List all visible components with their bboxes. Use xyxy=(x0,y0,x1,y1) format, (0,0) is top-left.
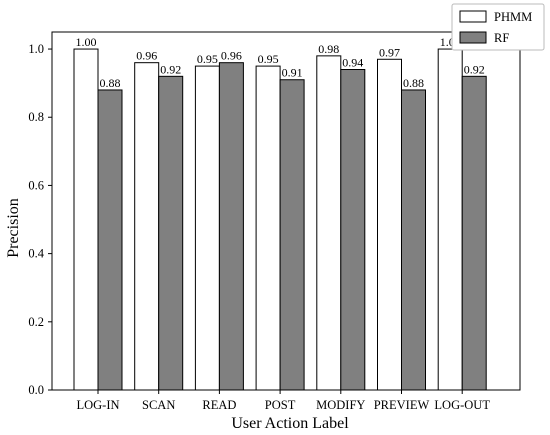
data-label-rf-log-out: 0.92 xyxy=(464,62,485,76)
bar-rf-read xyxy=(218,62,244,391)
bars-layer xyxy=(73,48,487,391)
data-label-rf-log-in: 0.88 xyxy=(100,76,121,90)
y-axis: 0.0 0.2 0.4 0.6 0.8 1.0 xyxy=(28,42,52,397)
bar-rf-scan xyxy=(158,75,184,391)
plot-frame xyxy=(51,31,521,391)
bar-phmm-log-in xyxy=(73,48,99,391)
bar-rf-preview xyxy=(401,89,426,391)
legend-label-rf: RF xyxy=(494,31,509,45)
bar-rf-modify xyxy=(340,69,366,391)
legend-label-phmm: PHMM xyxy=(494,10,532,24)
x-tick-label: LOG-IN xyxy=(76,398,119,412)
x-tick-label: READ xyxy=(202,398,236,412)
bar-phmm-modify xyxy=(316,55,342,391)
x-tick-label: MODIFY xyxy=(316,398,365,412)
y-tick-label: 0.4 xyxy=(28,247,44,261)
bar-phmm-preview xyxy=(377,58,402,391)
x-tick-label: POST xyxy=(265,398,296,412)
data-label-phmm-read: 0.95 xyxy=(197,52,218,66)
legend: PHMM RF xyxy=(451,3,545,51)
data-label-phmm-preview: 0.97 xyxy=(379,45,400,59)
data-label-rf-scan: 0.92 xyxy=(160,62,181,76)
y-tick-label: 0.2 xyxy=(28,315,44,329)
data-label-rf-preview: 0.88 xyxy=(403,76,424,90)
data-label-phmm-log-in: 1.00 xyxy=(76,35,97,49)
bar-phmm-log-out xyxy=(437,48,463,391)
x-tick-label: LOG-OUT xyxy=(434,398,490,412)
bar-rf-log-in xyxy=(97,89,123,391)
y-tick-label: 0.8 xyxy=(28,110,44,124)
data-labels: 1.000.880.960.920.95 0.96 0.950.910.980.94… xyxy=(76,35,485,90)
bar-rf-log-out xyxy=(461,75,487,391)
y-tick-label: 0.0 xyxy=(28,383,44,397)
x-tick-label: PREVIEW xyxy=(374,398,430,412)
bar-phmm-scan xyxy=(134,62,160,391)
bar-phmm-read xyxy=(194,65,220,391)
legend-swatch-phmm xyxy=(459,10,487,23)
data-label-phmm-scan: 0.96 xyxy=(136,49,157,63)
y-tick-label: 1.0 xyxy=(28,42,44,56)
x-tick-label: SCAN xyxy=(142,398,175,412)
legend-swatch-rf xyxy=(459,31,487,44)
x-axis: LOG-IN SCAN READ POST MODIFY PREVIEW LOG-OUT xyxy=(76,390,490,412)
y-axis-title: Precision xyxy=(5,198,22,258)
data-label-rf-post: 0.91 xyxy=(282,66,303,80)
data-label-rf-read: 0.96 xyxy=(221,49,242,63)
y-tick-label: 0.6 xyxy=(28,178,44,192)
bar-phmm-post xyxy=(255,65,281,391)
data-label-phmm-modify: 0.98 xyxy=(318,42,339,56)
data-label-rf-modify: 0.94 xyxy=(342,56,363,70)
bar-rf-post xyxy=(279,79,305,391)
x-axis-title: User Action Label xyxy=(231,415,349,432)
data-label-phmm-post: 0.95 xyxy=(258,52,279,66)
